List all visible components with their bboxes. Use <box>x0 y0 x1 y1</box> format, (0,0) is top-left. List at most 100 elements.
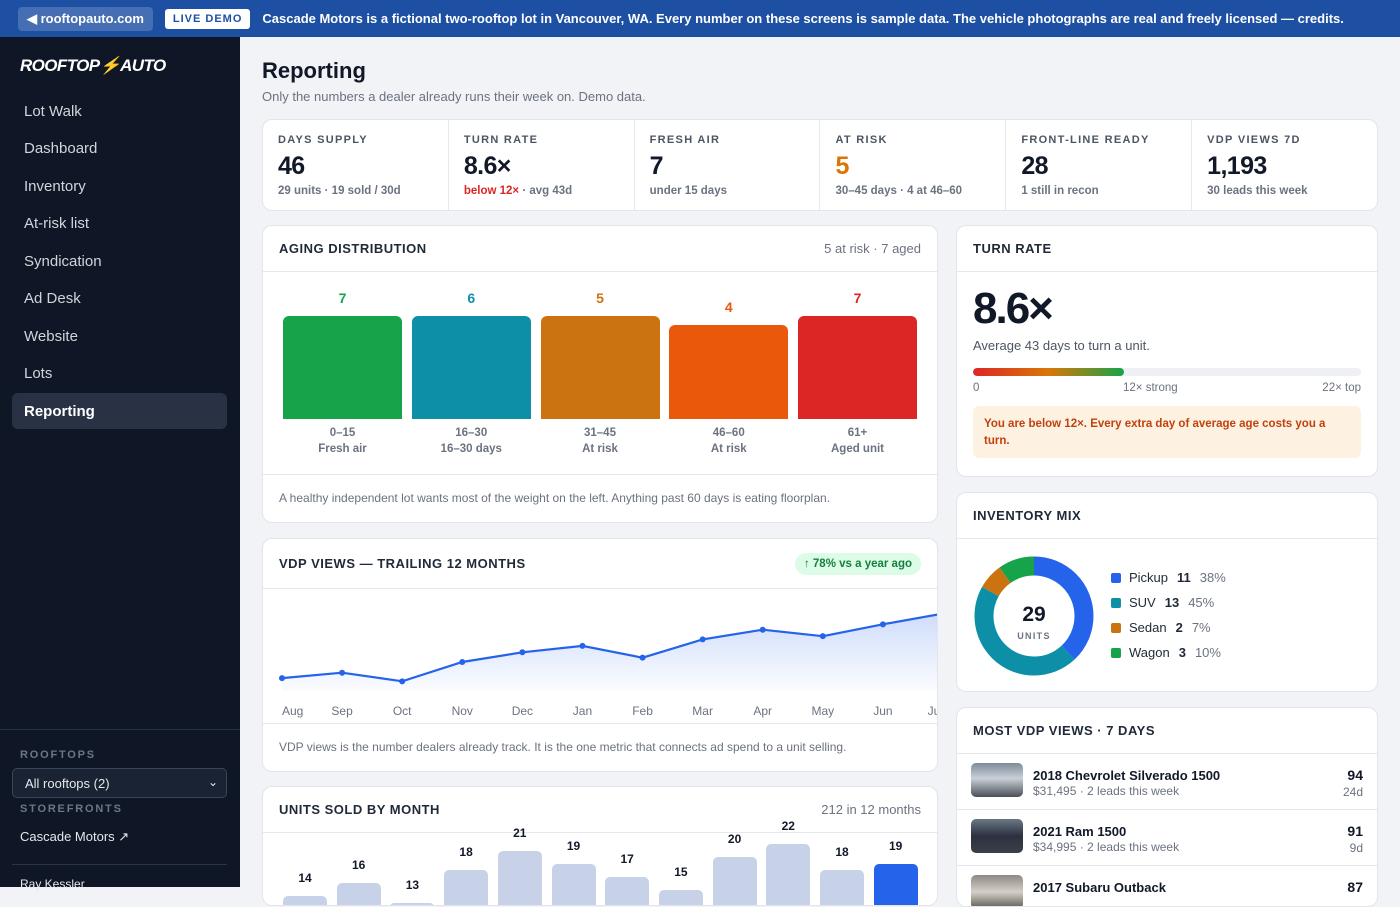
vdp-point[interactable] <box>519 649 526 656</box>
sidebar-item-dashboard[interactable]: Dashboard <box>24 140 98 157</box>
sold-bar[interactable] <box>820 870 864 905</box>
sold-bar[interactable] <box>497 850 542 905</box>
vdp-x-tick: Jan <box>573 704 592 718</box>
legend-swatch <box>1111 597 1121 608</box>
kpi-strip: DAYS SUPPLY 46 29 units · 19 sold / 30d … <box>262 119 1378 211</box>
kpi-value: 8.6× <box>463 152 512 180</box>
aging-bar[interactable] <box>411 316 531 419</box>
sold-bar-value: 20 <box>727 832 742 846</box>
growth-badge: ↑ 78% vs a year ago <box>794 552 921 575</box>
vdp-point[interactable] <box>579 642 586 649</box>
aging-bar-value: 6 <box>467 290 476 306</box>
vehicle-row[interactable]: 2021 Ram 1500 $34,995 · 2 leads this wee… <box>957 810 1377 866</box>
vdp-line-chart: Aug Sep Oct Nov Dec Jan Feb Mar Apr May Jun Jul <box>279 613 937 718</box>
sidebar-item-lot-walk[interactable]: Lot Walk <box>24 102 82 120</box>
units-sold-card: UNITS SOLD BY MONTH 212 in 12 months 14 1… <box>262 786 938 906</box>
aging-distribution-card: AGING DISTRIBUTION 5 at risk · 7 aged 7 0… <box>262 225 938 523</box>
kpi-at-risk: AT RISK 5 30–45 days · 4 at 46–60 <box>820 120 1007 210</box>
vdp-point[interactable] <box>339 669 346 676</box>
sidebar-item-website[interactable]: Website <box>24 327 78 345</box>
legend-name: Sedan <box>1129 620 1167 635</box>
aging-range-label: Fresh air <box>318 443 367 455</box>
sold-bar[interactable] <box>444 870 489 905</box>
aging-bar-label: 16–30 16–30 days <box>412 425 531 457</box>
donut-slice[interactable] <box>974 556 1094 676</box>
legend-suv: SUV 13 45% <box>1111 595 1214 610</box>
storefronts-label: STOREFRONTS <box>20 803 123 815</box>
sold-bar[interactable] <box>766 844 811 905</box>
card-divider <box>263 723 937 724</box>
sidebar-item-ad-desk[interactable]: Ad Desk <box>24 290 81 307</box>
storefront-link[interactable]: Cascade Motors ↗ <box>20 829 130 844</box>
vehicle-row[interactable]: 2018 Chevrolet Silverado 1500 $31,495 · … <box>957 754 1377 810</box>
most-vdp-views-card: MOST VDP VIEWS · 7 DAYS 2018 Chevrolet S… <box>956 707 1378 907</box>
kpi-value: 1,193 <box>1207 152 1267 180</box>
aging-bar[interactable] <box>283 316 402 419</box>
sidebar-item-reporting[interactable]: Reporting <box>12 393 227 429</box>
kpi-turn-rate: TURN RATE 8.6× below 12× · avg 43d <box>449 120 635 210</box>
vdp-point[interactable] <box>639 654 646 661</box>
sold-bar-value: 19 <box>889 838 903 853</box>
legend-swatch <box>1111 622 1121 633</box>
back-to-site-link[interactable]: ◀ rooftopauto.com <box>18 6 153 31</box>
legend-pickup: Pickup 11 38% <box>1111 570 1226 585</box>
sold-bar[interactable] <box>390 902 435 905</box>
sold-bar[interactable] <box>336 883 381 905</box>
rooftop-select[interactable]: All rooftops (2) ⌄ <box>12 768 227 798</box>
vdp-point[interactable] <box>399 678 406 685</box>
kpi-sub: 30 leads this week <box>1207 185 1308 197</box>
vdp-x-tick: Dec <box>512 704 533 718</box>
sold-bar[interactable] <box>551 863 596 905</box>
aging-bar[interactable] <box>540 316 660 419</box>
vdp-point[interactable] <box>459 658 466 665</box>
vdp-point[interactable] <box>699 636 706 643</box>
aging-range-label: At risk <box>710 443 747 455</box>
kpi-sub: 30–45 days · 4 at 46–60 <box>835 185 963 197</box>
turn-rate-card: TURN RATE 8.6× Average 43 days to turn a… <box>956 225 1378 477</box>
kpi-sub: 1 still in recon <box>1021 185 1099 197</box>
legend-name: Wagon <box>1129 645 1170 660</box>
aging-bar[interactable] <box>669 324 789 419</box>
user-name[interactable]: Ray Kessler <box>20 877 85 891</box>
sold-bar[interactable] <box>873 863 918 905</box>
legend-sedan: Sedan 2 7% <box>1111 620 1211 635</box>
kpi-value: 5 <box>835 152 849 180</box>
banner-message[interactable]: Cascade Motors is a fictional two-roofto… <box>262 11 1344 26</box>
vdp-point[interactable] <box>279 675 285 682</box>
tick-max: 22× top <box>1322 382 1361 394</box>
aging-range-label: Aged unit <box>830 443 885 455</box>
card-title: MOST VDP VIEWS · 7 DAYS <box>973 723 1155 738</box>
sidebar-item-lots[interactable]: Lots <box>24 365 53 382</box>
aging-range: 16–30 <box>455 427 488 439</box>
legend-count: 2 <box>1175 620 1183 635</box>
vdp-point[interactable] <box>819 633 826 640</box>
aging-bar-label: 0–15 Fresh air <box>283 425 402 457</box>
aging-bar[interactable] <box>798 316 917 419</box>
sold-bar[interactable] <box>605 876 650 905</box>
sold-bar[interactable] <box>283 896 327 905</box>
aging-bar-value: 5 <box>596 290 604 306</box>
kpi-sub: under 15 days <box>649 185 727 197</box>
sold-bar[interactable] <box>712 857 757 905</box>
sidebar-item-inventory[interactable]: Inventory <box>24 177 86 195</box>
aging-bar-label: 46–60 At risk <box>669 425 788 457</box>
aging-bar-value: 4 <box>724 298 733 315</box>
sold-bar[interactable] <box>658 889 703 905</box>
brand-logo[interactable]: ROOFTOP⚡AUTO <box>20 56 166 75</box>
kpi-front-line-ready: FRONT-LINE READY 28 1 still in recon <box>1006 120 1193 210</box>
sidebar-item-at-risk-list[interactable]: At-risk list <box>24 215 89 232</box>
vdp-point[interactable] <box>759 626 766 633</box>
card-title: VDP VIEWS — TRAILING 12 MONTHS <box>279 556 526 571</box>
turn-rate-progress <box>973 368 1361 376</box>
aging-range: 46–60 <box>712 427 745 439</box>
vehicle-name: 2018 Chevrolet Silverado 1500 <box>1033 768 1221 783</box>
donut-slice[interactable] <box>974 556 1094 676</box>
legend-swatch <box>1111 647 1121 658</box>
card-divider <box>263 474 937 475</box>
donut-total: 29 <box>1022 603 1045 626</box>
aging-range: 61+ <box>847 427 868 439</box>
vdp-point[interactable] <box>879 621 886 628</box>
aging-range: 0–15 <box>329 427 356 439</box>
sidebar-item-syndication[interactable]: Syndication <box>24 252 102 270</box>
legend-count: 11 <box>1177 570 1191 585</box>
